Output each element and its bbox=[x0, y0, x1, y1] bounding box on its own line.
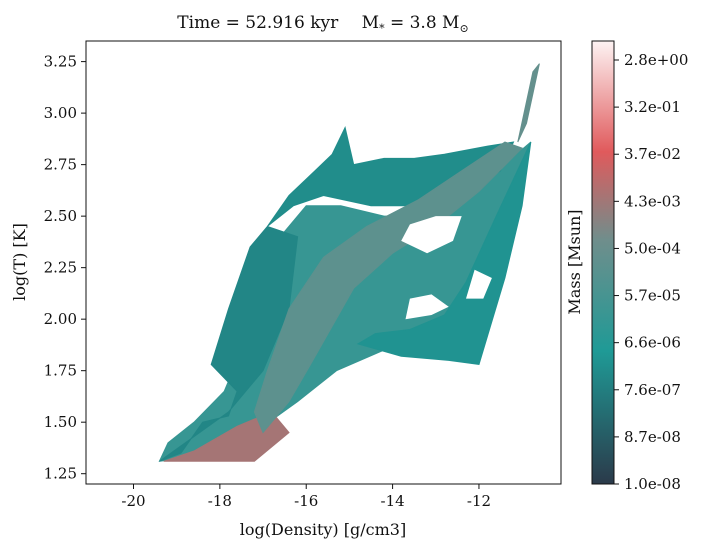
y-tick-label: 1.75 bbox=[44, 362, 77, 380]
x-tick-label: -12 bbox=[467, 492, 491, 510]
heatmap-hole-3 bbox=[466, 269, 492, 299]
y-tick-label: 2.75 bbox=[44, 156, 77, 174]
y-axis-label: log(T) [K] bbox=[10, 223, 29, 301]
heatmap-region-upper-teal-plateau bbox=[266, 126, 515, 227]
heatmap-region-high-T-streak bbox=[517, 63, 540, 143]
colorbar-tick-label: 8.7e-08 bbox=[624, 428, 681, 446]
y-tick-label: 2.25 bbox=[44, 259, 77, 277]
colorbar-ticks: 1.0e-08 8.7e-08 7.6e-07 6.6e-06 5.7e-05 5.0e-… bbox=[614, 51, 688, 493]
colorbar-tick-label: 3.7e-02 bbox=[624, 145, 681, 163]
x-tick-label: -14 bbox=[381, 492, 405, 510]
heatmap-cells bbox=[158, 63, 540, 462]
heatmap-region-left-low-tail bbox=[159, 225, 299, 462]
colorbar-gradient bbox=[591, 40, 615, 485]
plot-area bbox=[85, 40, 562, 485]
y-tick-label: 1.50 bbox=[44, 413, 77, 431]
y-tick-label: 2.00 bbox=[44, 310, 77, 328]
heatmap-hole-2 bbox=[405, 294, 449, 320]
y-tick-label: 1.25 bbox=[44, 465, 77, 483]
colorbar-tick-label: 5.7e-05 bbox=[624, 287, 681, 305]
colorbar-tick-label: 1.0e-08 bbox=[624, 475, 681, 493]
colorbar: 1.0e-08 8.7e-08 7.6e-07 6.6e-06 5.7e-05 5.0e-… bbox=[565, 40, 688, 493]
x-axis-ticks: -20 -18 -16 -14 -12 bbox=[121, 484, 491, 510]
plot-frame bbox=[85, 40, 562, 485]
heatmap-hole-1 bbox=[401, 216, 462, 254]
colorbar-tick-label: 3.2e-01 bbox=[624, 98, 681, 116]
colorbar-label: Mass [Msun] bbox=[565, 209, 584, 314]
colorbar-tick-label: 7.6e-07 bbox=[624, 381, 681, 399]
colorbar-tick-label: 4.3e-03 bbox=[624, 192, 681, 210]
y-tick-label: 3.25 bbox=[44, 53, 77, 71]
x-axis-label: log(Density) [g/cm3] bbox=[240, 520, 406, 539]
heatmap-region-central-red-band bbox=[253, 141, 524, 434]
x-tick-label: -16 bbox=[294, 492, 318, 510]
colorbar-tick-label: 2.8e+00 bbox=[624, 51, 688, 69]
y-tick-label: 2.50 bbox=[44, 207, 77, 225]
colorbar-tick-label: 5.0e-04 bbox=[624, 239, 681, 257]
y-tick-label: 3.00 bbox=[44, 104, 77, 122]
colorbar-tick-label: 6.6e-06 bbox=[624, 334, 681, 352]
x-tick-label: -18 bbox=[208, 492, 232, 510]
chart-title: Time = 52.916 kyr M* = 3.8 M⊙ bbox=[177, 13, 468, 35]
y-axis-ticks: 1.25 1.50 1.75 2.00 2.25 2.50 2.75 3.00 3.25 bbox=[44, 53, 86, 483]
x-tick-label: -20 bbox=[121, 492, 145, 510]
heatmap-region-lower-right-branch bbox=[356, 141, 532, 366]
